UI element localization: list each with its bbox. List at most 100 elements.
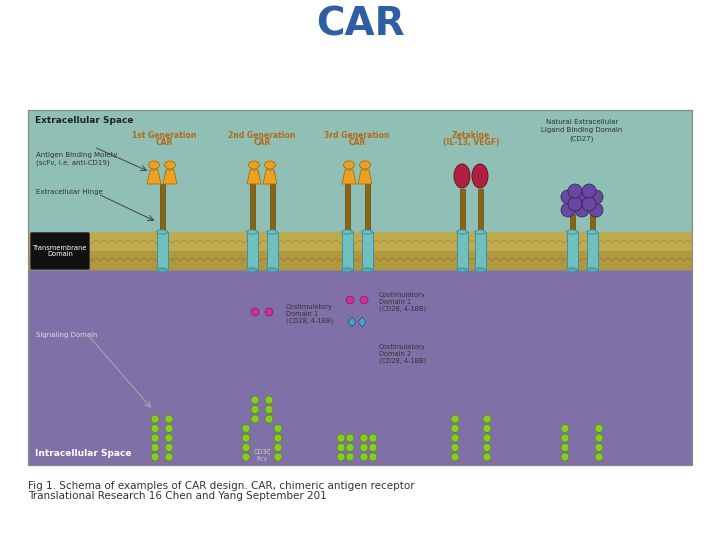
Circle shape [251, 406, 259, 414]
Circle shape [346, 296, 354, 304]
Ellipse shape [341, 230, 353, 234]
Ellipse shape [567, 268, 577, 272]
Ellipse shape [587, 268, 598, 272]
Circle shape [568, 184, 582, 198]
Polygon shape [358, 170, 372, 184]
Circle shape [165, 434, 173, 442]
Bar [364, 184, 369, 232]
Circle shape [369, 434, 377, 442]
Ellipse shape [246, 230, 258, 234]
Circle shape [561, 190, 575, 204]
Circle shape [451, 443, 459, 451]
Circle shape [595, 443, 603, 451]
Circle shape [575, 190, 589, 204]
Text: Costimulatory
Domain 1
(CD28, 4-1BB): Costimulatory Domain 1 (CD28, 4-1BB) [286, 304, 333, 325]
Ellipse shape [567, 230, 577, 234]
Circle shape [568, 197, 582, 211]
Bar [266, 232, 277, 270]
Circle shape [274, 453, 282, 461]
Circle shape [274, 424, 282, 433]
Circle shape [265, 308, 273, 316]
Circle shape [165, 415, 173, 423]
Text: Extracellular Hinge: Extracellular Hinge [36, 189, 103, 195]
Bar [28, 110, 692, 465]
Text: Extracellular Space: Extracellular Space [35, 116, 133, 125]
Circle shape [483, 424, 491, 433]
Text: Ligand Binding Domain: Ligand Binding Domain [541, 127, 623, 133]
Circle shape [337, 443, 345, 451]
Circle shape [151, 443, 159, 451]
Circle shape [151, 434, 159, 442]
Ellipse shape [456, 230, 467, 234]
Circle shape [483, 453, 491, 461]
Circle shape [360, 453, 368, 461]
Circle shape [346, 453, 354, 461]
Circle shape [589, 203, 603, 217]
Bar [160, 184, 164, 232]
Circle shape [337, 453, 345, 461]
Bar [250, 184, 254, 232]
Circle shape [251, 415, 259, 423]
Bar [570, 214, 575, 232]
Circle shape [165, 424, 173, 433]
Text: Fig 1. Schema of examples of CAR design. CAR, chimeric antigen receptor: Fig 1. Schema of examples of CAR design.… [28, 481, 415, 491]
Circle shape [274, 443, 282, 451]
Circle shape [337, 434, 345, 442]
Text: 3rd Generation: 3rd Generation [324, 131, 390, 140]
Polygon shape [348, 317, 356, 327]
Text: Costimulatory
Domain 2
(CD28, 4-1BB): Costimulatory Domain 2 (CD28, 4-1BB) [379, 344, 426, 365]
Circle shape [274, 434, 282, 442]
Ellipse shape [343, 161, 354, 169]
Text: Zetakine: Zetakine [452, 131, 490, 140]
Circle shape [360, 443, 368, 451]
Polygon shape [342, 170, 356, 184]
Circle shape [251, 308, 259, 316]
Text: Signaling Domain: Signaling Domain [36, 332, 98, 338]
Bar [477, 189, 482, 232]
Ellipse shape [266, 230, 277, 234]
Circle shape [561, 424, 569, 433]
Circle shape [151, 424, 159, 433]
Circle shape [242, 453, 250, 461]
Bar [341, 232, 353, 270]
Circle shape [251, 396, 259, 404]
Ellipse shape [472, 164, 488, 188]
Ellipse shape [156, 268, 168, 272]
Text: Transmembrane
Domain: Transmembrane Domain [33, 245, 87, 258]
Circle shape [483, 415, 491, 423]
Circle shape [575, 203, 589, 217]
Ellipse shape [474, 268, 485, 272]
Bar [156, 232, 168, 270]
Polygon shape [358, 317, 366, 327]
Circle shape [595, 424, 603, 433]
Bar [361, 232, 372, 270]
Ellipse shape [456, 268, 467, 272]
Bar [28, 251, 692, 270]
Bar [28, 270, 692, 465]
Circle shape [242, 434, 250, 442]
Ellipse shape [474, 230, 485, 234]
Ellipse shape [361, 230, 372, 234]
Ellipse shape [266, 268, 277, 272]
Bar [587, 232, 598, 270]
Text: Antigen Binding Moiety
(scFv, i.e. anti-CD19): Antigen Binding Moiety (scFv, i.e. anti-… [36, 152, 117, 165]
Text: CAR: CAR [253, 138, 271, 147]
Bar [246, 232, 258, 270]
Ellipse shape [156, 230, 168, 234]
Ellipse shape [361, 268, 372, 272]
Bar [590, 214, 595, 232]
Circle shape [589, 190, 603, 204]
Bar [28, 232, 692, 251]
Circle shape [242, 424, 250, 433]
Text: CAR: CAR [315, 5, 405, 43]
Circle shape [451, 453, 459, 461]
Circle shape [265, 396, 273, 404]
Bar [567, 232, 577, 270]
Circle shape [346, 443, 354, 451]
Polygon shape [247, 170, 261, 184]
Circle shape [582, 197, 596, 211]
Circle shape [242, 443, 250, 451]
Circle shape [151, 415, 159, 423]
Circle shape [369, 453, 377, 461]
Text: CD3ζ
Fcγ: CD3ζ Fcγ [253, 449, 271, 462]
